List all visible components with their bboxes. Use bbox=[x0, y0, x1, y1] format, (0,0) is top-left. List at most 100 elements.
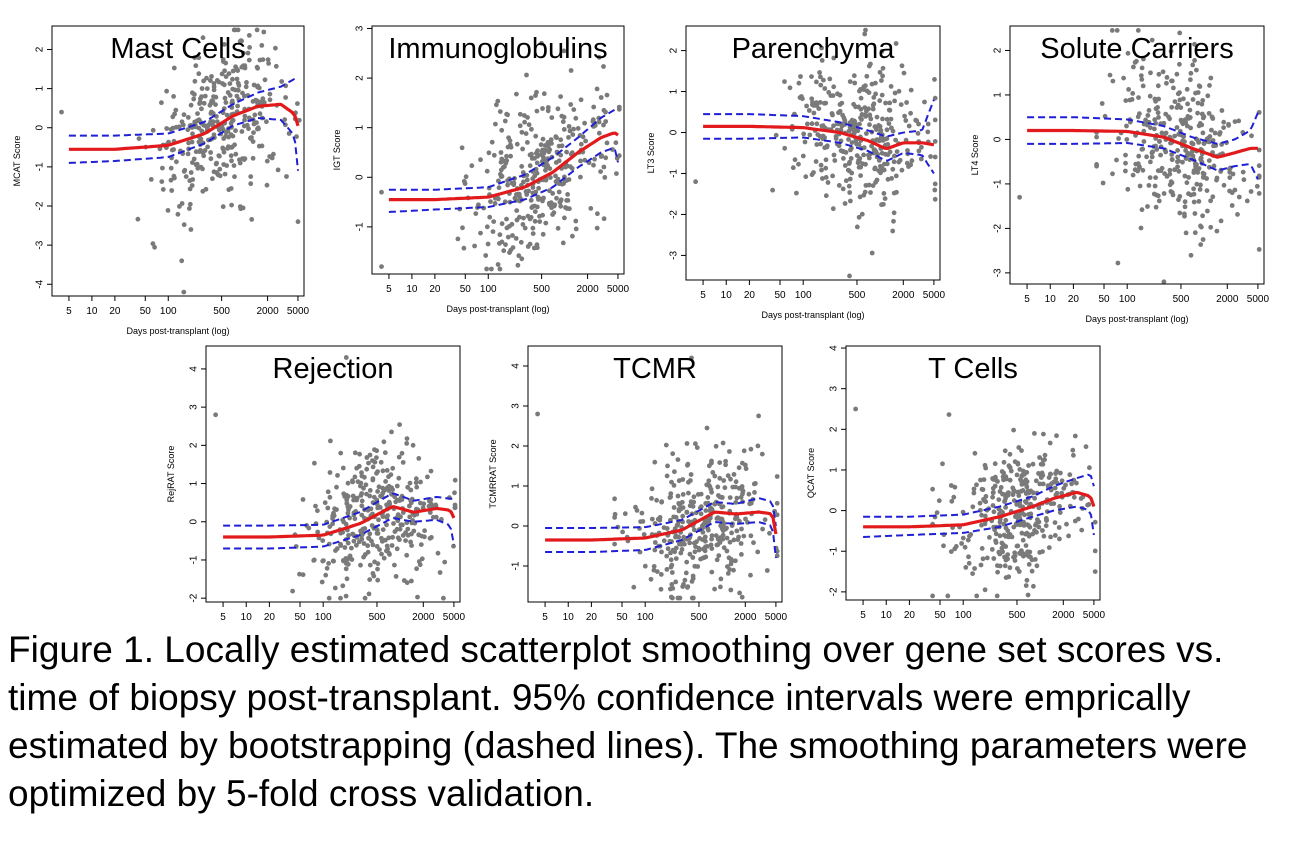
data-point bbox=[208, 78, 213, 83]
data-point bbox=[762, 517, 768, 523]
data-point bbox=[559, 113, 565, 119]
data-point bbox=[919, 144, 924, 150]
data-point bbox=[739, 552, 744, 557]
data-point bbox=[530, 231, 536, 237]
data-point bbox=[989, 547, 995, 552]
data-point bbox=[405, 484, 411, 490]
data-point bbox=[1182, 139, 1187, 145]
data-point bbox=[709, 458, 714, 464]
data-point bbox=[1167, 167, 1173, 173]
data-point bbox=[887, 100, 893, 106]
data-point bbox=[472, 243, 477, 249]
y-tick-label: -2 bbox=[189, 593, 200, 602]
data-point bbox=[727, 539, 733, 545]
data-point bbox=[382, 450, 388, 456]
data-point bbox=[484, 224, 490, 230]
data-point bbox=[966, 560, 972, 566]
data-point bbox=[760, 526, 765, 532]
data-point bbox=[1011, 524, 1017, 530]
x-tick-label: 10 bbox=[881, 610, 893, 621]
data-point-outlier bbox=[343, 355, 349, 360]
data-point bbox=[541, 91, 547, 97]
data-point bbox=[966, 554, 971, 560]
chart-panel-rejection: 5 10 20 50 100 500 2000 5000 -2 -1 0 1 2 3 4 RejRAT Sco… bbox=[156, 338, 466, 652]
data-point bbox=[1240, 169, 1246, 175]
data-point bbox=[1177, 210, 1183, 216]
data-point bbox=[384, 468, 390, 473]
data-point bbox=[194, 161, 200, 167]
data-point bbox=[952, 484, 958, 490]
data-point bbox=[1156, 71, 1162, 77]
data-point bbox=[490, 229, 496, 235]
data-point bbox=[922, 99, 927, 105]
ci-lower-line bbox=[68, 117, 299, 171]
data-point bbox=[690, 555, 696, 560]
data-point-outlier bbox=[295, 219, 301, 225]
data-point bbox=[686, 479, 691, 485]
data-point bbox=[668, 564, 674, 570]
data-point bbox=[332, 585, 338, 591]
data-point bbox=[502, 118, 508, 124]
data-point bbox=[492, 201, 498, 206]
data-point bbox=[1198, 182, 1203, 188]
data-point bbox=[987, 535, 992, 540]
chart-title: T Cells bbox=[928, 353, 1018, 385]
data-point bbox=[885, 152, 891, 158]
data-point bbox=[1172, 99, 1178, 104]
data-point bbox=[433, 502, 439, 508]
data-point bbox=[1190, 97, 1196, 102]
data-point bbox=[879, 49, 885, 54]
data-point bbox=[810, 100, 815, 105]
data-point bbox=[664, 526, 670, 531]
data-point bbox=[383, 537, 388, 543]
ci-upper-line bbox=[545, 497, 777, 529]
data-point bbox=[1164, 80, 1169, 86]
data-point bbox=[1032, 431, 1037, 436]
data-point bbox=[999, 545, 1005, 551]
data-point bbox=[460, 225, 465, 231]
data-point bbox=[842, 201, 848, 206]
y-tick-label: -3 bbox=[669, 251, 680, 260]
data-point bbox=[864, 131, 869, 136]
data-point bbox=[1054, 433, 1059, 439]
data-point bbox=[241, 123, 247, 129]
data-point bbox=[1148, 159, 1153, 165]
data-point bbox=[570, 233, 575, 239]
data-point bbox=[365, 543, 371, 549]
data-point bbox=[521, 215, 526, 221]
data-point bbox=[831, 152, 837, 158]
data-point bbox=[199, 128, 205, 134]
data-point bbox=[659, 499, 665, 505]
data-point bbox=[343, 521, 349, 527]
data-point bbox=[393, 499, 399, 505]
data-point bbox=[1182, 213, 1187, 219]
data-point bbox=[1049, 481, 1054, 487]
data-point bbox=[349, 545, 354, 551]
data-point bbox=[713, 533, 719, 538]
x-tick-label: 2000 bbox=[576, 284, 599, 295]
data-point bbox=[528, 95, 534, 101]
data-point bbox=[1001, 470, 1006, 476]
y-tick-label: 4 bbox=[829, 345, 840, 351]
x-axis-label: Days post-transplant (log) bbox=[1085, 314, 1188, 324]
data-point bbox=[1023, 583, 1029, 588]
data-point bbox=[1005, 552, 1011, 557]
data-point bbox=[1019, 530, 1025, 536]
data-point bbox=[1221, 119, 1227, 125]
data-point bbox=[221, 162, 227, 167]
data-point bbox=[854, 153, 860, 159]
data-point bbox=[1188, 252, 1194, 258]
data-point bbox=[1032, 557, 1038, 562]
data-point bbox=[177, 204, 182, 209]
data-point bbox=[884, 116, 890, 122]
y-tick-label: 2 bbox=[669, 47, 680, 53]
data-point bbox=[759, 451, 765, 457]
data-point bbox=[649, 516, 655, 522]
data-point bbox=[1196, 199, 1202, 204]
data-point bbox=[848, 156, 854, 161]
data-point bbox=[1210, 116, 1216, 121]
data-point bbox=[1168, 189, 1174, 194]
data-point bbox=[879, 202, 884, 208]
data-point bbox=[948, 483, 954, 488]
data-point bbox=[1163, 111, 1169, 117]
